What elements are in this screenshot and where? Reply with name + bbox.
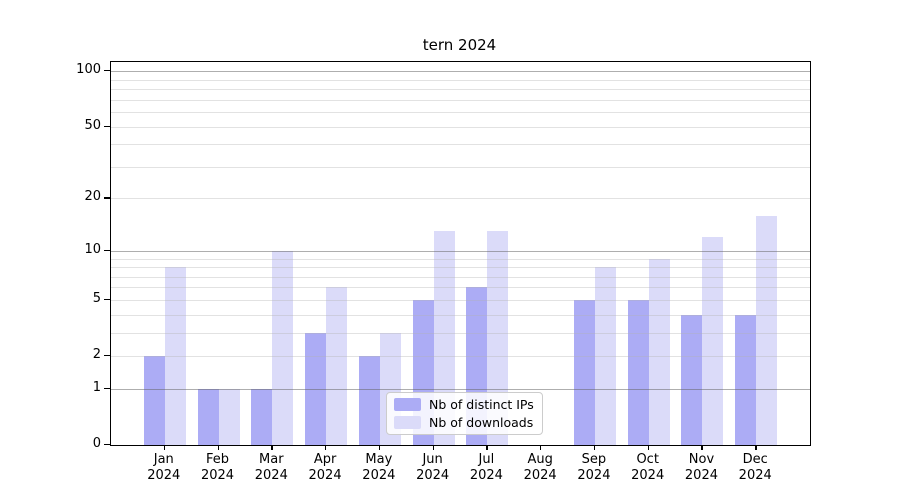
grid-line-minor [111, 332, 810, 334]
bar-distinct-ips [251, 388, 273, 445]
grid-line-minor [111, 89, 810, 91]
grid-line-minor [111, 314, 810, 316]
x-tick-label: Apr 2024 [293, 452, 357, 484]
legend-label-downloads: Nb of downloads [429, 415, 534, 430]
grid-line-minor [111, 258, 810, 260]
x-tick-year: 2024 [147, 468, 181, 483]
x-tick-label: Jul 2024 [454, 452, 518, 484]
grid-line-major [111, 250, 810, 252]
x-tick-label: Nov 2024 [669, 452, 733, 484]
legend-swatch-downloads [394, 416, 421, 429]
x-tick-mark [432, 444, 434, 450]
grid-line-major [111, 388, 810, 390]
x-tick-label: Sep 2024 [562, 452, 626, 484]
x-tick-mark [378, 444, 381, 450]
x-tick-year: 2024 [308, 468, 342, 483]
x-tick-year: 2024 [200, 468, 235, 483]
y-tick-mark [104, 249, 110, 252]
y-tick-mark [104, 125, 110, 127]
x-tick-year: 2024 [523, 468, 557, 483]
x-tick-year: 2024 [469, 468, 503, 483]
legend-swatch-distinct-ips [394, 398, 421, 411]
y-tick-label: 1 [92, 379, 101, 395]
bar-downloads [594, 267, 616, 445]
x-tick-label: Jan 2024 [132, 452, 196, 484]
x-tick-year: 2024 [254, 468, 288, 483]
x-tick-mark [325, 444, 327, 450]
x-tick-year: 2024 [362, 468, 396, 483]
x-tick-year: 2024 [416, 468, 450, 483]
x-tick-mark [217, 444, 219, 450]
y-tick-label: 100 [76, 62, 101, 78]
y-tick-label: 0 [92, 436, 101, 451]
bar-downloads [702, 237, 724, 445]
grid-line-minor [111, 299, 810, 301]
grid-line-minor [111, 276, 810, 278]
legend: Nb of distinct IPs Nb of downloads [386, 392, 543, 435]
x-tick-label: Feb 2024 [186, 452, 250, 484]
grid-line-minor [111, 126, 810, 128]
x-tick-mark [540, 444, 542, 450]
bar-distinct-ips [681, 314, 703, 445]
bar-distinct-ips [627, 299, 649, 445]
grid-line-minor [111, 144, 810, 146]
x-tick-label: Oct 2024 [616, 452, 680, 484]
grid-line-minor [111, 112, 810, 114]
plot-area [110, 61, 811, 446]
x-tick-mark [593, 444, 596, 450]
legend-item-downloads: Nb of downloads [394, 415, 535, 430]
x-tick-mark [647, 444, 649, 450]
y-tick-mark [104, 355, 110, 357]
bar-downloads [164, 267, 186, 445]
x-tick-label: Mar 2024 [239, 452, 303, 484]
bar-downloads [487, 231, 509, 445]
grid-line-minor [111, 166, 810, 168]
x-tick-year: 2024 [738, 468, 772, 483]
grid-line-minor [111, 79, 810, 81]
y-tick-label: 2 [92, 347, 101, 363]
legend-label-distinct-ips: Nb of distinct IPs [429, 397, 534, 412]
bar-distinct-ips [573, 299, 595, 445]
x-tick-mark [701, 444, 703, 450]
x-tick-label: Dec 2024 [723, 452, 787, 484]
y-tick-label: 20 [84, 189, 101, 205]
bar-downloads [326, 287, 348, 445]
y-tick-mark [104, 444, 110, 446]
x-tick-year: 2024 [577, 468, 611, 483]
y-tick-label: 50 [84, 117, 101, 133]
x-tick-mark [755, 444, 757, 450]
bar-distinct-ips [735, 314, 757, 445]
y-tick-label: 5 [92, 290, 101, 306]
x-tick-label: May 2024 [347, 452, 411, 484]
x-tick-year: 2024 [684, 468, 718, 483]
grid-line-minor [111, 287, 810, 289]
y-tick-label: 10 [84, 241, 101, 257]
y-tick-mark [104, 197, 110, 199]
bar-downloads [218, 388, 240, 445]
x-tick-mark [271, 444, 273, 450]
legend-item-distinct-ips: Nb of distinct IPs [394, 397, 535, 412]
bar-downloads [648, 258, 670, 445]
y-tick-mark [104, 387, 110, 390]
x-tick-label: Aug 2024 [508, 452, 572, 484]
x-tick-label: Jun 2024 [401, 452, 465, 484]
y-tick-mark [104, 70, 110, 72]
bar-downloads [272, 250, 294, 445]
grid-line-minor [111, 198, 810, 200]
bar-downloads [756, 215, 778, 445]
bar-distinct-ips [197, 388, 219, 445]
x-tick-mark [486, 444, 488, 450]
grid-line-minor [111, 267, 810, 269]
x-tick-mark [163, 444, 166, 450]
bar-downloads [433, 231, 455, 445]
grid-line-minor [111, 356, 810, 358]
bar-distinct-ips [143, 356, 165, 445]
chart-title: tern 2024 [422, 36, 497, 54]
x-tick-year: 2024 [631, 468, 665, 483]
y-tick-mark [104, 298, 110, 301]
bar-distinct-ips [358, 356, 380, 445]
grid-line-minor [111, 99, 810, 101]
grid-line-major [111, 71, 810, 73]
